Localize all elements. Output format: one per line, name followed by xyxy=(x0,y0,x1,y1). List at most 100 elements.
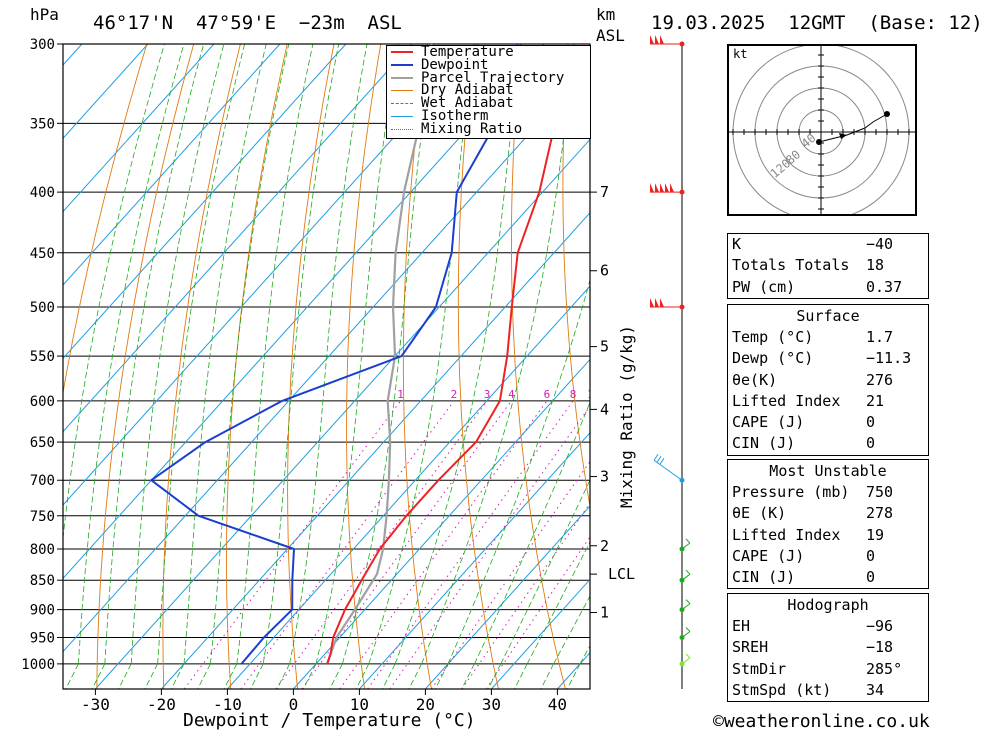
row-value: 0 xyxy=(866,434,876,453)
temperature-line xyxy=(326,44,585,665)
isotherm-line xyxy=(227,285,590,689)
temperature-tick-label: 0 xyxy=(289,695,299,714)
wind-barb xyxy=(659,457,665,465)
isotherm-line xyxy=(63,44,215,213)
location-title: 46°17'N 47°59'E −23m ASL xyxy=(93,12,402,34)
km-tick-label: 6 xyxy=(600,262,609,280)
temperature-tick-label: -20 xyxy=(147,695,176,714)
legend-label: Wet Adiabat xyxy=(421,95,514,112)
pressure-tick-label: 500 xyxy=(30,300,55,316)
pressure-tick-label: 750 xyxy=(30,509,55,525)
wind-barb-flag xyxy=(670,183,674,193)
hodograph-title: Hodograph xyxy=(787,596,869,614)
isotherm-line xyxy=(63,44,347,360)
temperature-tick-label: 30 xyxy=(482,695,501,714)
legend-label: Dry Adiabat xyxy=(421,82,514,99)
legend-entry: Wet Adiabat xyxy=(387,95,590,112)
pressure-tick-label: 1000 xyxy=(21,657,55,673)
pressure-tick-label: 850 xyxy=(30,573,55,589)
wind-barb-flag xyxy=(665,183,669,193)
wind-barb-flag xyxy=(655,298,659,308)
row-value: 285° xyxy=(866,659,903,678)
dewpoint-line xyxy=(150,44,519,665)
temperature-tick-label: 20 xyxy=(416,695,435,714)
surface-title: Surface xyxy=(796,307,860,325)
wet-adiabat-line xyxy=(566,663,581,689)
wet-adiabat-line xyxy=(250,663,264,689)
wet-adiabat-line xyxy=(118,663,132,689)
legend-swatch xyxy=(391,103,413,105)
row-label: CAPE (J) xyxy=(732,546,805,565)
most-unstable-title: Most Unstable xyxy=(769,462,887,480)
row-label: CIN (J) xyxy=(732,568,796,587)
row-value: 750 xyxy=(866,483,894,501)
pressure-tick-label: 950 xyxy=(30,630,55,646)
wind-barb-shaft xyxy=(681,542,691,550)
dry-adiabat-line xyxy=(562,44,590,509)
isotherm-line xyxy=(63,44,545,580)
wet-adiabat-line xyxy=(342,44,434,665)
asl-label: ASL xyxy=(596,26,625,45)
wet-adiabat-line xyxy=(78,44,185,664)
row-value: 18 xyxy=(866,256,885,275)
mixing-ratio-label: 6 xyxy=(544,388,551,401)
dry-adiabat-line xyxy=(942,44,1000,689)
wet-adiabat-line xyxy=(461,663,475,689)
row-label: Pressure (mb) xyxy=(732,483,850,501)
temperature-tick-label: -10 xyxy=(213,695,242,714)
legend-label: Temperature xyxy=(421,43,514,60)
pressure-tick-label: 650 xyxy=(30,435,55,451)
mixing-ratio-label: 3 xyxy=(484,388,491,401)
wind-barb-flag xyxy=(650,183,654,193)
x-axis-label: Dewpoint / Temperature (°C) xyxy=(183,710,476,731)
wet-adiabat-line xyxy=(394,44,521,665)
table-row: Pressure (mb) 750 xyxy=(728,482,928,503)
legend-swatch xyxy=(391,64,413,67)
surface-panel: Surface Temp (°C) 1.7 Dewp (°C) −11.3 θe(K) 2… xyxy=(727,304,929,456)
wind-barb xyxy=(685,627,691,632)
legend-label: Isotherm xyxy=(421,107,489,124)
isotherm-line xyxy=(63,44,413,433)
wet-adiabat-line xyxy=(144,663,158,689)
km-tick-label: 7 xyxy=(600,183,609,201)
wind-barb-flag xyxy=(660,298,664,308)
pressure-tick-label: 900 xyxy=(30,603,55,619)
legend-label: Mixing Ratio xyxy=(421,120,523,137)
legend-entry: Temperature xyxy=(387,43,590,60)
table-row: CAPE (J) 0 xyxy=(728,546,928,567)
legend-swatch xyxy=(391,90,413,92)
wet-adiabat-line xyxy=(540,663,554,689)
hodograph-point xyxy=(884,111,890,117)
mixing-ratio-line xyxy=(183,400,401,689)
row-value: −11.3 xyxy=(866,349,912,368)
row-value: 0.37 xyxy=(866,277,903,296)
table-row: StmDir 285° xyxy=(728,659,928,680)
wet-adiabat-line xyxy=(104,44,205,664)
legend-swatch xyxy=(391,51,413,54)
pressure-tick-label: 600 xyxy=(30,394,55,410)
wet-adiabat-line xyxy=(197,663,211,689)
table-row: Lifted Index 19 xyxy=(728,525,928,546)
hodograph-ring-label: 40 xyxy=(799,131,819,151)
mixing-ratio-label: 10 xyxy=(587,388,600,401)
dry-adiabat-line xyxy=(63,44,148,396)
temperature-tick-label: 10 xyxy=(350,695,369,714)
footer-credit[interactable]: ©weatheronline.co.uk xyxy=(713,711,930,732)
dry-adiabat-line xyxy=(287,44,335,689)
wet-adiabat-line xyxy=(553,595,590,665)
table-row: Dewp (°C) −11.3 xyxy=(728,348,928,369)
row-value: 21 xyxy=(866,391,885,410)
hodograph-point xyxy=(816,139,822,145)
table-row: CAPE (J) 0 xyxy=(728,412,928,433)
hpa-label: hPa xyxy=(30,5,59,24)
legend-label: Dewpoint xyxy=(421,56,489,73)
table-row: StmSpd (kt) 34 xyxy=(728,680,928,701)
mixing-ratio-line xyxy=(485,536,590,689)
isotherm-line xyxy=(161,212,590,689)
km-tick-label: 2 xyxy=(600,537,609,555)
dry-adiabat-line xyxy=(989,44,1000,689)
wind-barb-shaft xyxy=(681,573,691,581)
isotherm-line xyxy=(63,65,590,653)
row-label: SREH xyxy=(732,638,769,657)
